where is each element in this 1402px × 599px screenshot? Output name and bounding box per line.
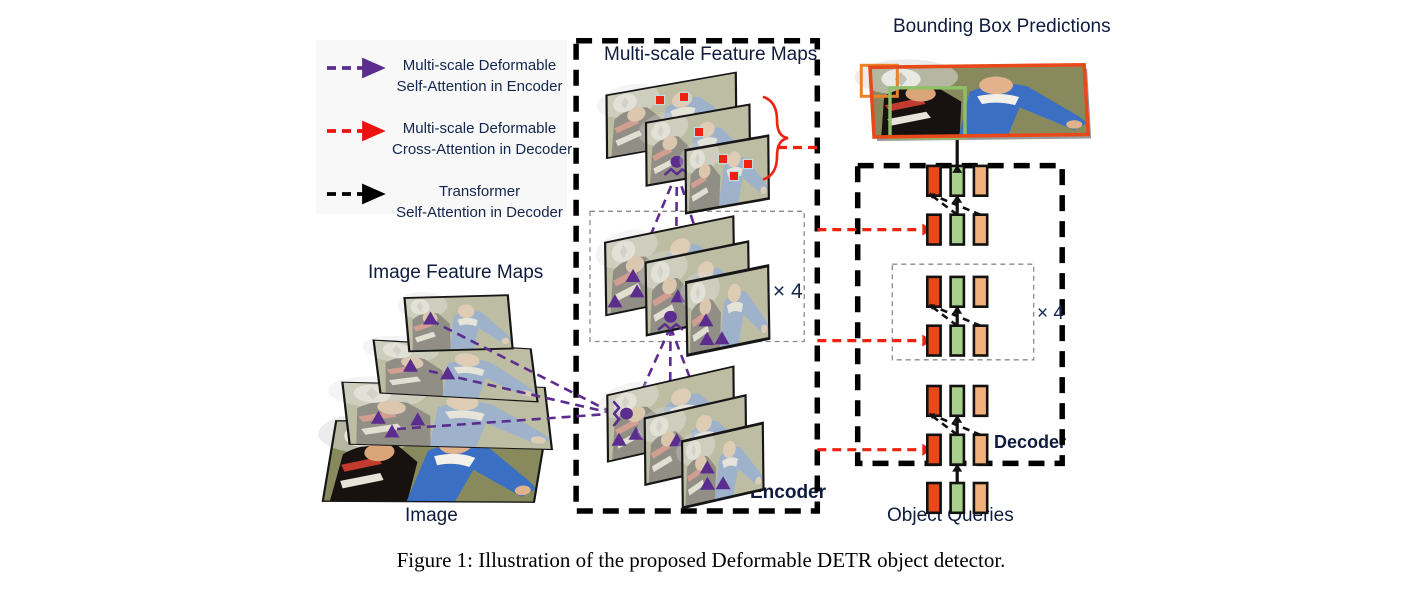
svg-text:× 4: × 4 xyxy=(773,280,803,303)
svg-text:× 4: × 4 xyxy=(1037,303,1064,324)
